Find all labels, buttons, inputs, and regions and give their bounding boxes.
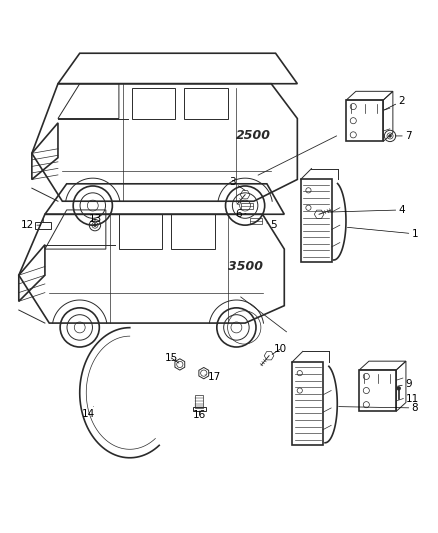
Circle shape: [389, 135, 391, 137]
Text: 3: 3: [229, 176, 245, 190]
Text: 15: 15: [165, 353, 179, 363]
Text: 10: 10: [272, 344, 286, 354]
Text: 5: 5: [267, 220, 277, 230]
Text: 8: 8: [339, 403, 418, 413]
Text: 13: 13: [88, 214, 102, 224]
Text: 4: 4: [328, 205, 405, 215]
Text: 2: 2: [385, 96, 405, 110]
Text: 17: 17: [205, 373, 221, 383]
Bar: [195, 395, 203, 408]
Text: 16: 16: [193, 410, 206, 421]
Text: 14: 14: [82, 407, 95, 419]
Text: 11: 11: [403, 394, 419, 404]
Bar: [241, 203, 253, 208]
Text: 7: 7: [395, 131, 412, 141]
Text: 9: 9: [397, 379, 412, 389]
Text: 2500: 2500: [237, 130, 271, 142]
Circle shape: [94, 224, 96, 227]
Text: 1: 1: [347, 228, 418, 239]
Bar: [193, 407, 205, 411]
Bar: [35, 222, 50, 229]
Text: 12: 12: [21, 220, 41, 230]
Circle shape: [396, 386, 401, 391]
Text: 6: 6: [235, 209, 246, 219]
Bar: [250, 218, 262, 224]
Text: 3500: 3500: [228, 260, 263, 273]
